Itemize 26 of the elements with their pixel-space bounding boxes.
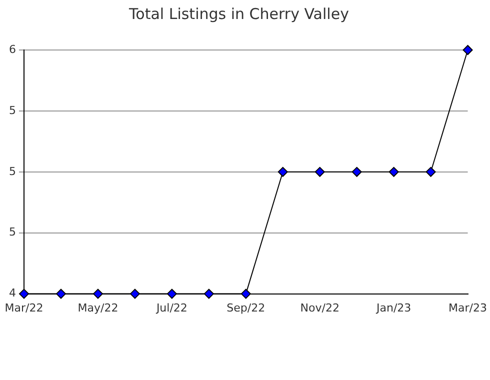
x-tick-label: Sep/22 (226, 301, 266, 314)
chart-title: Total Listings in Cherry Valley (128, 4, 350, 23)
y-tick-label: 6 (9, 42, 16, 56)
point (130, 288, 140, 299)
x-tick-label: Nov/22 (300, 301, 340, 314)
y-tick-label: 5 (9, 226, 16, 239)
point (166, 288, 177, 299)
x-tick-label: Mar/23 (448, 301, 488, 314)
point (92, 288, 103, 299)
point (19, 288, 29, 299)
point (462, 45, 473, 55)
y-tick-label: 4 (9, 286, 16, 300)
y-tick-label: 5 (9, 164, 16, 178)
point (388, 166, 399, 177)
point (352, 166, 362, 177)
point (240, 288, 251, 299)
point (56, 288, 66, 299)
x-tick-label: Mar/22 (4, 301, 44, 314)
x-tick-label: May/22 (78, 301, 118, 314)
point (204, 288, 214, 299)
point (314, 166, 325, 177)
point (278, 166, 288, 177)
x-tick-label: Jul/22 (155, 301, 188, 314)
y-tick-label: 5 (9, 104, 16, 117)
x-tick-label: Jan/23 (375, 301, 412, 314)
point (426, 166, 436, 177)
